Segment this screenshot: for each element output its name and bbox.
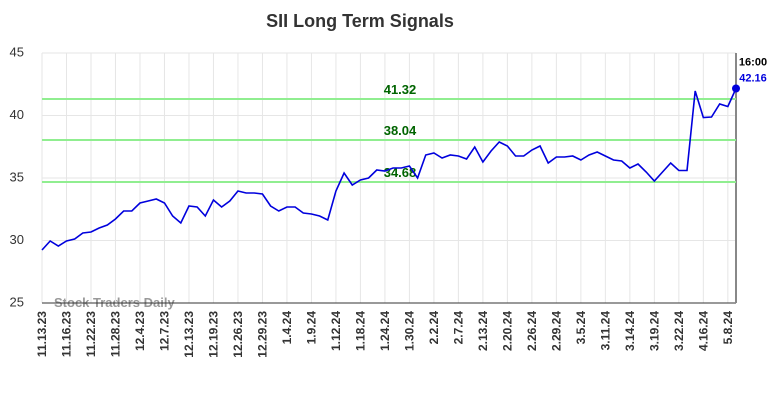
x-tick-label: 12.7.23 [157,311,171,351]
x-tick-label: 3.14.24 [623,311,637,351]
x-tick-label: 12.29.23 [255,311,269,358]
y-tick-label: 40 [10,107,24,122]
x-tick-label: 4.16.24 [696,311,710,351]
x-tick-label: 1.4.24 [280,311,294,345]
y-tick-label: 45 [10,44,24,59]
x-tick-label: 3.22.24 [672,311,686,351]
y-tick-label: 30 [10,232,24,247]
x-tick-label: 2.2.24 [427,311,441,345]
last-point [732,84,740,93]
time-label: 16:00 [739,57,767,69]
x-tick-label: 2.13.24 [476,311,490,351]
x-tick-label: 5.8.24 [721,311,735,345]
x-tick-label: 12.19.23 [206,311,220,358]
x-tick-label: 12.4.23 [133,311,147,351]
x-tick-label: 2.7.24 [451,311,465,345]
x-tick-label: 11.16.23 [59,311,73,357]
x-tick-label: 11.13.23 [35,311,49,357]
x-tick-label: 11.28.23 [108,311,122,357]
grid [41,52,736,304]
x-tick-label: 1.30.24 [402,311,416,351]
chart-title: SII Long Term Signals [266,11,454,31]
y-tick-label: 25 [10,294,24,309]
x-tick-label: 3.19.24 [647,311,661,351]
x-tick-label: 1.9.24 [304,311,318,345]
signal-level-label: 38.04 [384,123,417,138]
signal-level-label: 41.32 [384,82,417,97]
x-tick-label: 12.26.23 [231,311,245,358]
x-tick-label: 12.13.23 [182,311,196,358]
x-tick-label: 2.29.24 [549,311,563,351]
y-tick-label: 35 [10,169,24,184]
x-tick-label: 3.11.24 [598,311,612,351]
x-tick-label: 2.20.24 [500,311,514,351]
x-tick-label: 11.22.23 [84,311,98,357]
x-tick-label: 1.24.24 [378,311,392,351]
x-tick-label: 3.5.24 [574,311,588,345]
x-tick-label: 2.26.24 [525,311,539,351]
price-line [41,88,737,251]
last-value-label: 42.16 [739,73,767,85]
x-tick-label: 1.12.24 [329,311,343,351]
x-tick-label: 1.18.24 [353,311,367,351]
